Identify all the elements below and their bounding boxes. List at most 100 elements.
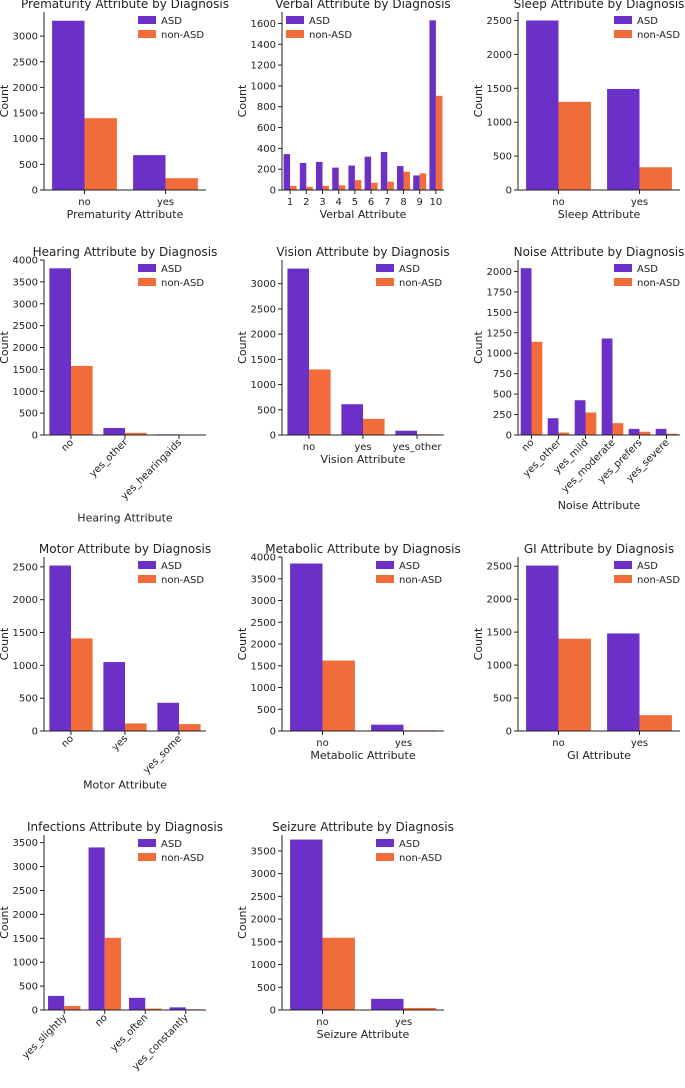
bar-asd-no (290, 564, 322, 731)
y-tick-label: 1000 (13, 958, 38, 969)
legend-label-non-asd: non-ASD (161, 278, 204, 289)
chart-title: Hearing Attribute by Diagnosis (33, 245, 218, 259)
chart-panel-8: Metabolic Attribute by Diagnosis05001000… (236, 542, 461, 762)
legend-swatch-non-asd (614, 575, 632, 583)
x-tick-label: 8 (400, 197, 406, 208)
y-tick-label: 0 (506, 431, 512, 442)
y-tick-label: 2500 (13, 57, 38, 68)
y-tick-label: 2500 (251, 618, 276, 629)
bar-non-asd-yes (125, 723, 147, 731)
y-tick-label: 1000 (251, 380, 276, 391)
bar-non-asd-8 (404, 172, 410, 190)
bar-non-asd-no (323, 938, 355, 1010)
legend-swatch-asd (138, 561, 156, 569)
x-tick-label: yes_other (88, 437, 131, 480)
x-tick-label: yes (110, 733, 130, 753)
y-tick-label: 2500 (487, 562, 512, 573)
y-axis-label: Count (0, 330, 11, 363)
y-axis-label: Count (0, 905, 11, 938)
chart-panel-11: Seizure Attribute by Diagnosis0500100015… (236, 820, 454, 1041)
x-tick-label: yes_some (141, 733, 184, 776)
legend-label-asd: ASD (161, 839, 182, 850)
bar-non-asd-yes (640, 715, 672, 731)
y-tick-label: 1500 (13, 628, 38, 639)
x-tick-label: no (316, 1017, 328, 1028)
bar-asd-no (49, 268, 71, 435)
y-tick-label: 0 (32, 727, 38, 738)
bar-asd-7 (381, 152, 387, 190)
y-tick-label: 1000 (487, 661, 512, 672)
legend-label-non-asd: non-ASD (637, 30, 680, 41)
bar-asd-5 (348, 166, 354, 190)
bar-non-asd-yes_moderate (613, 423, 624, 435)
y-tick-label: 1500 (251, 355, 276, 366)
legend-label-asd: ASD (637, 561, 658, 572)
y-tick-label: 500 (257, 983, 276, 994)
legend-swatch-non-asd (376, 853, 394, 861)
chart-panel-4: Hearing Attribute by Diagnosis0500100015… (0, 245, 217, 525)
legend-label-non-asd: non-ASD (161, 575, 204, 586)
chart-title: Seizure Attribute by Diagnosis (272, 820, 454, 834)
y-tick-label: 2000 (487, 267, 512, 278)
legend-label-non-asd: non-ASD (309, 30, 352, 41)
x-tick-label: 6 (368, 197, 374, 208)
bar-asd-yes_often (129, 998, 145, 1010)
bar-asd-yes (133, 155, 165, 190)
y-tick-label: 2500 (251, 892, 276, 903)
y-tick-label: 500 (19, 694, 38, 705)
bar-asd-yes (371, 725, 403, 731)
y-tick-label: 1500 (13, 109, 38, 120)
chart-panel-7: Motor Attribute by Diagnosis050010001500… (0, 542, 211, 791)
y-tick-label: 3000 (13, 862, 38, 873)
y-tick-label: 2500 (13, 562, 38, 573)
x-tick-label: 3 (319, 197, 325, 208)
bar-non-asd-no (559, 639, 591, 731)
x-tick-label: no (78, 197, 90, 208)
y-tick-label: 1000 (487, 349, 512, 360)
bar-asd-yes_other (395, 431, 417, 435)
bar-asd-yes_severe (656, 429, 667, 435)
y-tick-label: 2000 (487, 50, 512, 61)
x-tick-label: yes (395, 738, 412, 749)
y-tick-label: 0 (270, 1006, 276, 1017)
bar-asd-2 (300, 163, 306, 190)
x-tick-label: no (520, 437, 537, 454)
chart-title: Infections Attribute by Diagnosis (27, 820, 223, 834)
y-tick-label: 1000 (251, 81, 276, 92)
legend-label-asd: ASD (399, 839, 420, 850)
bar-non-asd-9 (420, 173, 426, 190)
y-tick-label: 500 (19, 409, 38, 420)
legend-label-asd: ASD (161, 264, 182, 275)
legend-swatch-asd (614, 561, 632, 569)
chart-title: Noise Attribute by Diagnosis (514, 245, 685, 259)
y-tick-label: 3000 (251, 596, 276, 607)
bar-non-asd-yes (166, 178, 198, 190)
y-tick-label: 0 (32, 1006, 38, 1017)
bar-non-asd-no (309, 369, 331, 435)
x-axis-label: Prematurity Attribute (67, 208, 184, 221)
legend-label-asd: ASD (309, 16, 330, 27)
y-tick-label: 2500 (13, 321, 38, 332)
bar-asd-4 (332, 168, 338, 190)
x-tick-label: no (303, 442, 315, 453)
bar-asd-no (287, 269, 309, 435)
y-tick-label: 500 (257, 705, 276, 716)
bar-non-asd-6 (371, 183, 377, 190)
x-tick-label: 2 (303, 197, 309, 208)
x-tick-label: yes (354, 442, 371, 453)
y-tick-label: 500 (493, 152, 512, 163)
legend-label-non-asd: non-ASD (399, 278, 442, 289)
x-axis-label: Seizure Attribute (317, 1028, 410, 1041)
legend: ASD non-ASD (614, 16, 680, 41)
x-tick-label: 7 (384, 197, 390, 208)
y-tick-label: 2000 (13, 83, 38, 94)
y-tick-label: 3000 (251, 869, 276, 880)
x-axis-label: Motor Attribute (83, 778, 167, 791)
y-tick-label: 2000 (13, 343, 38, 354)
y-tick-label: 1500 (487, 84, 512, 95)
y-tick-label: 2500 (13, 886, 38, 897)
legend-label-asd: ASD (637, 16, 658, 27)
legend-swatch-asd (138, 839, 156, 847)
bar-asd-3 (316, 162, 322, 190)
